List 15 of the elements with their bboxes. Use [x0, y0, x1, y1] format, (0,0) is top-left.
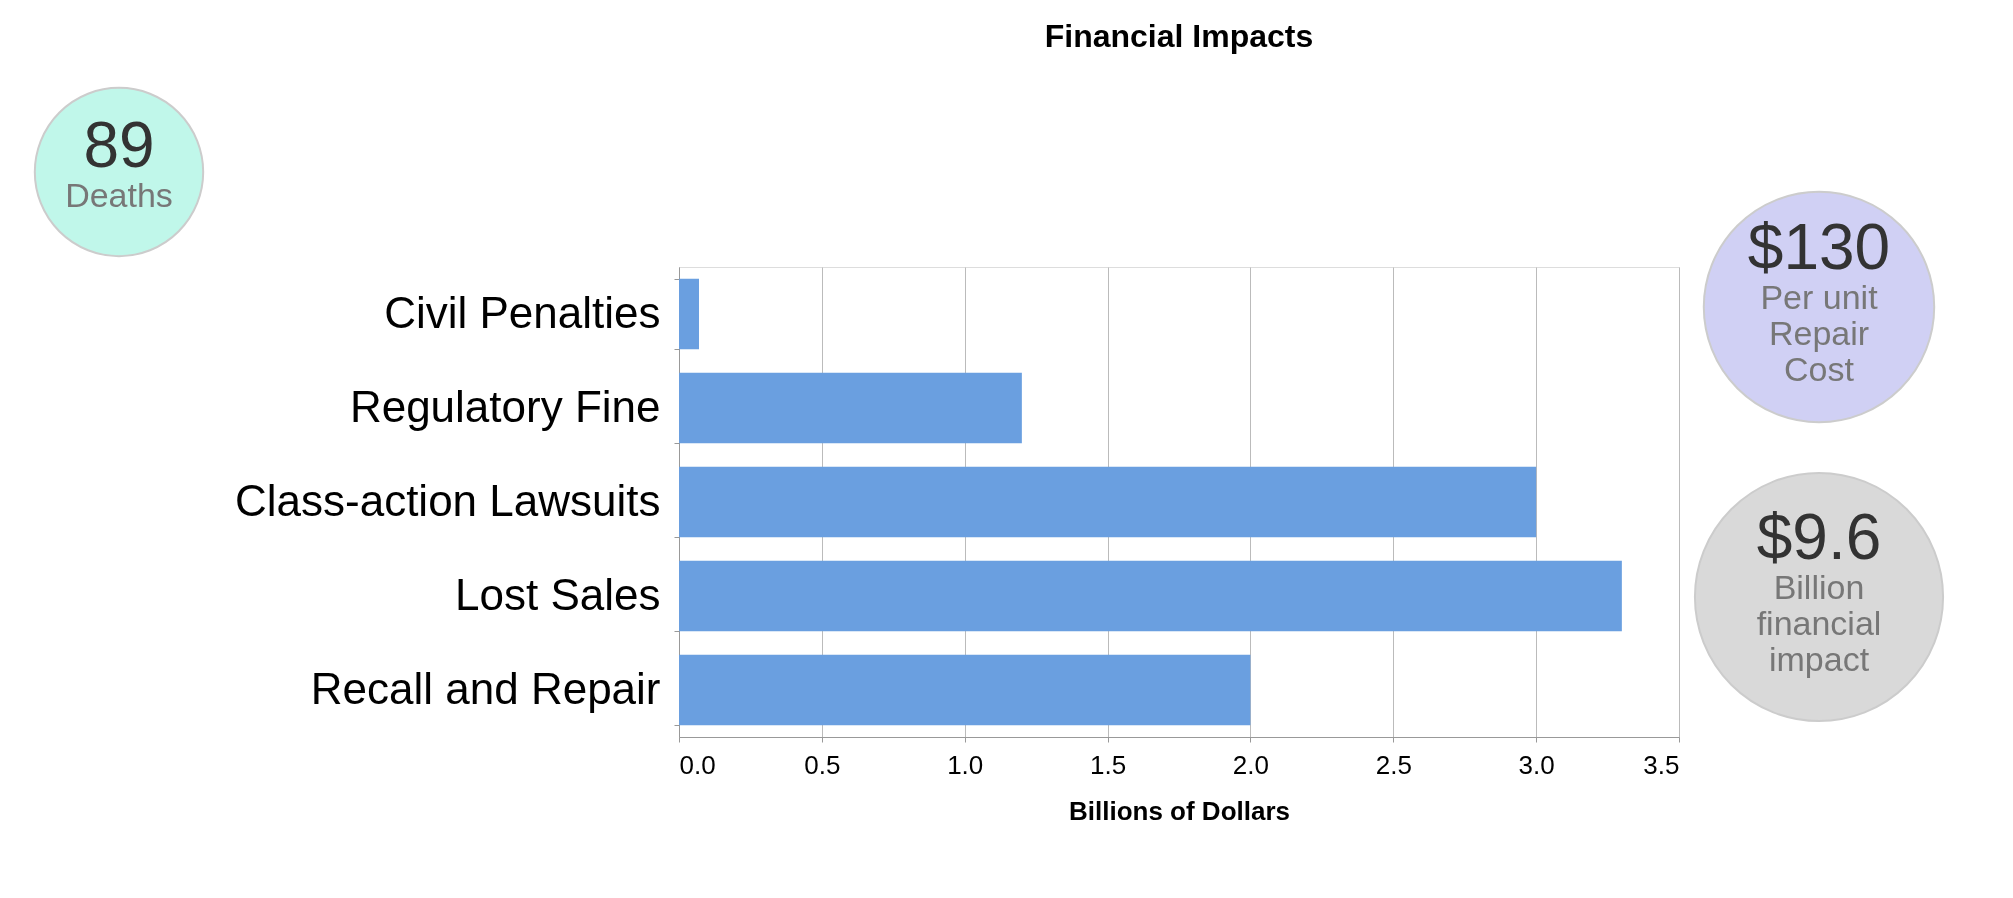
y-tick-label: Regulatory Fine	[349, 381, 661, 431]
x-tick-label: 2.0	[1232, 749, 1270, 780]
x-tick-label: 3.5	[1643, 749, 1680, 780]
x-tick-label: 2.5	[1375, 749, 1412, 780]
y-tick-label: Class-action Lawsuits	[235, 475, 661, 525]
x-tick-label: 0.5	[804, 749, 841, 780]
x-tick-label: 1.5	[1089, 749, 1127, 780]
x-tick-label: 3.0	[1518, 749, 1555, 780]
y-tick-label: Lost Sales	[455, 569, 661, 619]
y-tick-label: Civil Penalties	[384, 287, 661, 337]
x-tick-label: 1.0	[947, 749, 984, 780]
y-tick-label: Recall and Repair	[310, 663, 661, 713]
x-axis-title: Billions of Dollars	[1068, 795, 1291, 826]
chart-title: Financial Impacts	[1044, 17, 1314, 54]
x-tick-label: 0.0	[679, 749, 716, 780]
